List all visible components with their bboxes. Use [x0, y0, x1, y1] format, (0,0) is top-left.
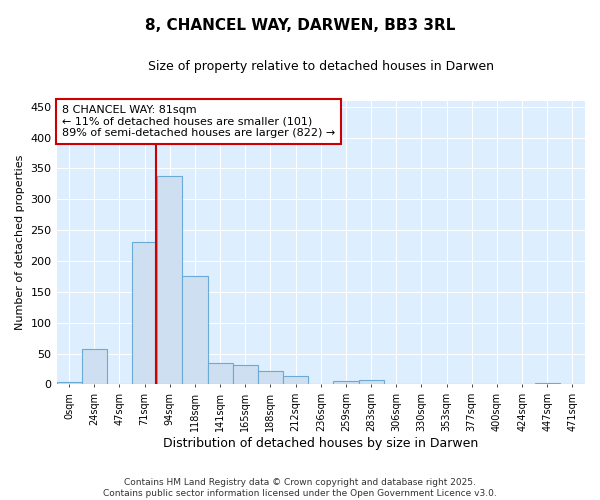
Bar [56, 382, 82, 384]
Y-axis label: Number of detached properties: Number of detached properties [15, 155, 25, 330]
Bar [334, 380, 359, 384]
Bar [182, 276, 208, 384]
Bar [233, 364, 258, 384]
Bar [82, 350, 107, 384]
X-axis label: Distribution of detached houses by size in Darwen: Distribution of detached houses by size … [163, 437, 478, 450]
Bar [283, 376, 308, 384]
Text: 8, CHANCEL WAY, DARWEN, BB3 3RL: 8, CHANCEL WAY, DARWEN, BB3 3RL [145, 18, 455, 32]
Bar [208, 363, 233, 384]
Bar [535, 383, 560, 384]
Title: Size of property relative to detached houses in Darwen: Size of property relative to detached ho… [148, 60, 494, 73]
Bar [359, 380, 383, 384]
Text: 8 CHANCEL WAY: 81sqm
← 11% of detached houses are smaller (101)
89% of semi-deta: 8 CHANCEL WAY: 81sqm ← 11% of detached h… [62, 105, 335, 138]
Text: Contains HM Land Registry data © Crown copyright and database right 2025.
Contai: Contains HM Land Registry data © Crown c… [103, 478, 497, 498]
Bar [258, 371, 283, 384]
Bar [132, 242, 157, 384]
Bar [157, 176, 182, 384]
